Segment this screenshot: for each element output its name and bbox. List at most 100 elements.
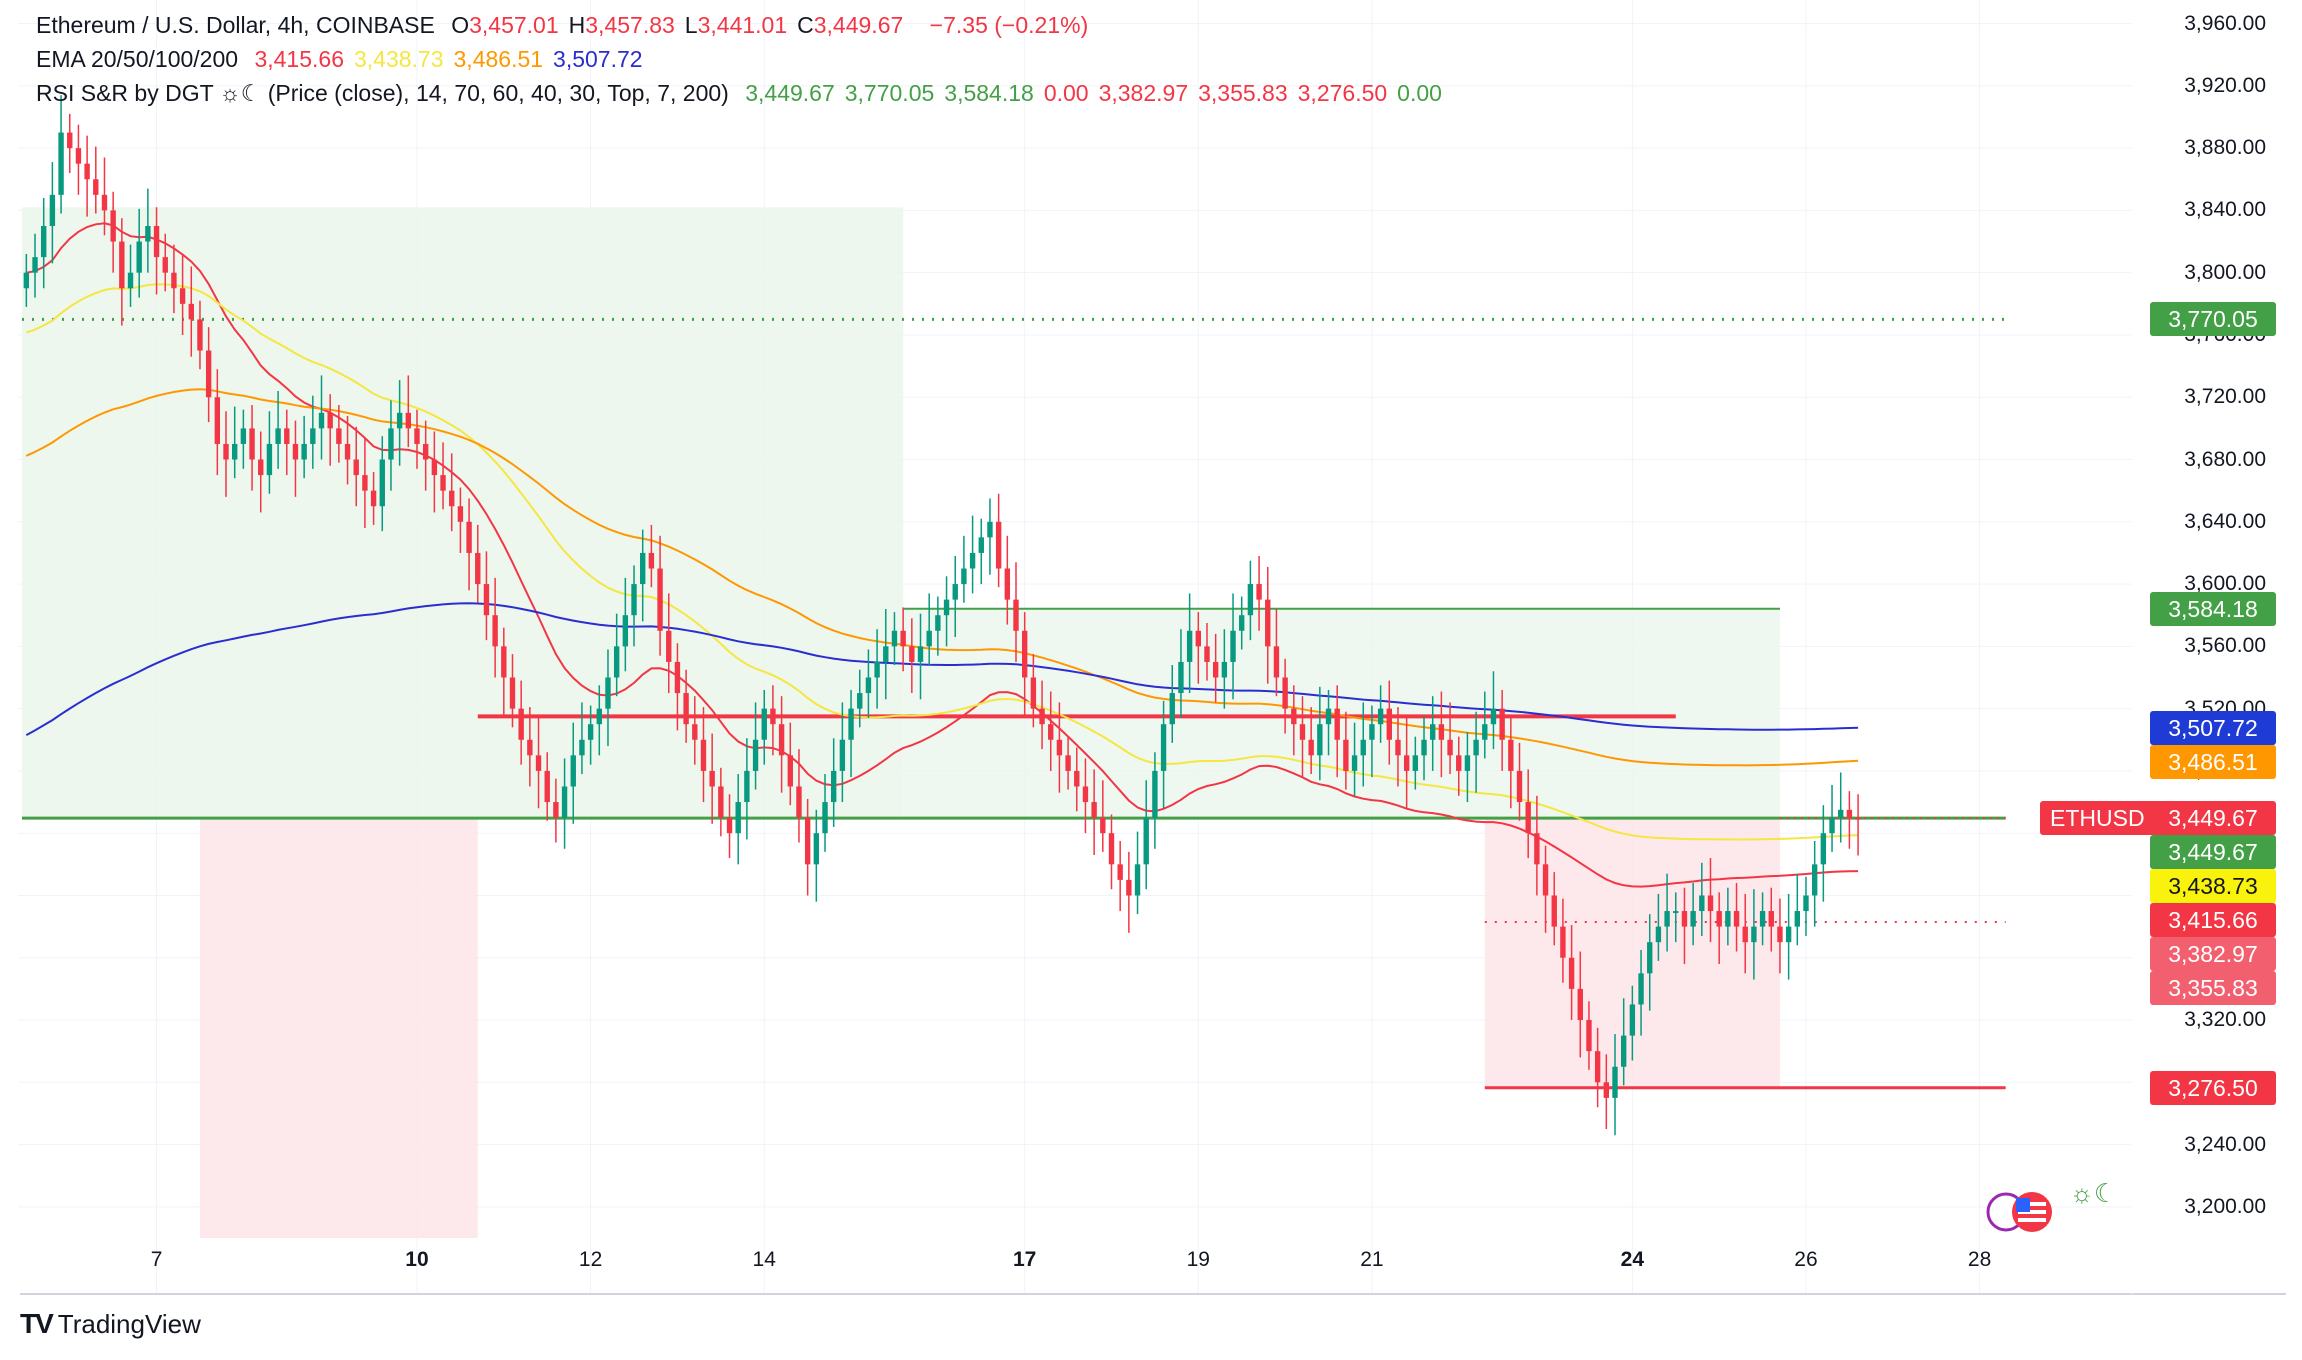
candle-body xyxy=(570,755,576,787)
candle-body xyxy=(101,194,108,211)
candle-body xyxy=(1048,724,1054,740)
candle-body xyxy=(935,615,941,631)
tradingview-brand[interactable]: TV TradingView xyxy=(20,1308,201,1340)
candle-body xyxy=(995,521,1002,569)
candle-body xyxy=(561,786,568,818)
candle-body xyxy=(127,272,134,289)
candle-body xyxy=(1152,770,1158,818)
candle-body xyxy=(909,646,915,662)
candle-body xyxy=(353,459,359,476)
candle-body xyxy=(1065,755,1071,771)
legend-main: Ethereum / U.S. Dollar, 4h, COINBASE O3,… xyxy=(36,8,1098,42)
candle-body xyxy=(1186,630,1193,662)
candle-body xyxy=(1699,895,1705,912)
candle-body xyxy=(414,428,420,444)
candle-body xyxy=(1430,724,1436,740)
price-tag: 3,449.67 xyxy=(2150,835,2276,870)
candle-body xyxy=(1351,755,1358,771)
candle-body xyxy=(258,459,264,476)
sun-moon-icon[interactable]: ☼☾ xyxy=(2070,1178,2118,1208)
candle-body xyxy=(857,693,863,709)
candle-body xyxy=(1091,802,1097,818)
candle-body xyxy=(509,677,516,709)
candle-body xyxy=(735,802,741,834)
candle-body xyxy=(1447,739,1453,756)
price-axis-label: 3,600.00 xyxy=(2184,572,2266,596)
candle-body xyxy=(457,506,464,522)
candle-body xyxy=(1794,911,1801,927)
candle-body xyxy=(1803,895,1809,912)
candle-body xyxy=(1829,817,1835,834)
candle-body xyxy=(1143,817,1149,865)
legend-ema[interactable]: EMA 20/50/100/200 3,415.66 3,438.73 3,486.… xyxy=(36,42,663,76)
candle-body xyxy=(1074,770,1080,787)
candle-body xyxy=(1178,661,1184,694)
legend-rsi[interactable]: RSI S&R by DGT ☼☾ (Price (close), 14, 70… xyxy=(36,76,1462,110)
candle-body xyxy=(362,475,368,491)
candle-body xyxy=(1412,755,1419,771)
candle-body xyxy=(1221,661,1228,678)
ema200-line xyxy=(25,602,1859,736)
price-tag: 3,415.66 xyxy=(2150,903,2276,938)
symbol-title[interactable]: Ethereum / U.S. Dollar, 4h, COINBASE xyxy=(36,12,435,38)
candle-body xyxy=(249,428,255,460)
candle-body xyxy=(214,397,221,444)
candle-body xyxy=(1594,1051,1601,1083)
candle-body xyxy=(718,786,724,818)
price-tag: 3,486.51 xyxy=(2150,744,2276,779)
candle-body xyxy=(1395,739,1401,756)
candles xyxy=(23,95,1861,1136)
time-axis-label: 14 xyxy=(752,1248,776,1271)
candle-body xyxy=(544,770,550,803)
candle-body xyxy=(84,163,90,180)
candle-body xyxy=(952,584,958,600)
candle-body xyxy=(336,428,342,444)
candle-body xyxy=(1456,755,1462,771)
candle-body xyxy=(640,552,646,585)
price-axis-label: 3,640.00 xyxy=(2184,509,2266,533)
candle-body xyxy=(1482,724,1488,740)
ema-values: 3,415.66 3,438.73 3,486.51 3,507.72 xyxy=(254,46,652,72)
candle-body xyxy=(344,443,351,460)
ohlc-key: H xyxy=(568,12,586,38)
ema-value: 3,486.51 xyxy=(453,46,544,72)
candle-body xyxy=(1525,802,1531,834)
candle-body xyxy=(136,241,142,273)
candle-body xyxy=(41,225,47,258)
time-axis-label: 26 xyxy=(1794,1248,1818,1271)
candle-body xyxy=(1655,926,1662,943)
rsi-value: 0.00 xyxy=(1397,80,1442,106)
ohlc-value: 3,457.01 xyxy=(469,12,559,38)
candle-body xyxy=(75,148,82,164)
candle-body xyxy=(1343,739,1349,771)
candle-body xyxy=(1230,630,1236,662)
indicator-badge-icon[interactable] xyxy=(1984,1188,2074,1236)
candle-body xyxy=(492,615,498,647)
candle-body xyxy=(292,443,299,460)
candle-body xyxy=(1586,1020,1592,1052)
candle-body xyxy=(1421,739,1427,756)
candle-body xyxy=(648,552,655,569)
candle-body xyxy=(275,428,281,444)
brand-label: TradingView xyxy=(57,1308,201,1339)
ema100-line xyxy=(25,388,1859,767)
candle-body xyxy=(1013,599,1019,631)
candle-body xyxy=(787,755,793,787)
candle-body xyxy=(440,475,446,491)
candle-body xyxy=(535,755,542,771)
candle-body xyxy=(848,708,854,740)
candle-body xyxy=(1438,724,1445,740)
time-axis-label: 17 xyxy=(1012,1248,1037,1271)
candle-body xyxy=(58,132,64,195)
candle-body xyxy=(231,443,238,460)
candle-body xyxy=(761,708,767,740)
time-axis-label: 24 xyxy=(1620,1248,1645,1271)
candle-body xyxy=(1516,770,1523,803)
candle-body xyxy=(1256,584,1262,600)
candle-body xyxy=(1725,911,1731,927)
candle-body xyxy=(1759,911,1766,927)
candle-body xyxy=(822,802,828,834)
candle-body xyxy=(1282,677,1288,709)
candle-body xyxy=(119,241,125,289)
